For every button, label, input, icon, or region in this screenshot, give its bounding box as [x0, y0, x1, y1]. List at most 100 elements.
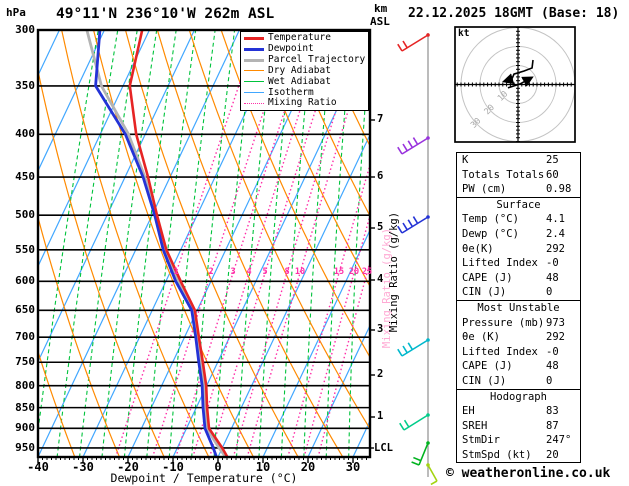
- mixing-ratio-label: 5: [262, 267, 268, 277]
- info-row-label: θe (K): [462, 331, 500, 344]
- info-row-label: CAPE (J): [462, 360, 513, 373]
- temperature-tick-label: 10: [255, 460, 271, 474]
- temperature-tick-label: -40: [27, 460, 49, 474]
- pressure-tick-label: 550: [15, 242, 35, 256]
- pressure-tick-label: 750: [15, 355, 35, 369]
- info-row-value: 973: [546, 316, 565, 329]
- wind-barb: [411, 441, 430, 466]
- info-section: K 25 Totals Totals 60 PW (cm) 0.98: [457, 153, 580, 197]
- temperature-tick-label: 20: [300, 460, 316, 474]
- legend-item-label: Dewpoint: [268, 43, 314, 55]
- info-row-label: EH: [462, 405, 475, 418]
- info-row-value: 60: [546, 168, 559, 181]
- credit-text: © weatheronline.co.uk: [446, 466, 611, 481]
- info-row: θe(K) 292: [457, 242, 580, 257]
- info-row: Pressure (mb) 973: [457, 316, 580, 331]
- info-row-label: Totals Totals: [462, 168, 545, 181]
- x-axis-title: Dewpoint / Temperature (°C): [110, 471, 298, 485]
- pressure-tick-label: 800: [15, 378, 35, 392]
- km-tick-label: 6: [377, 170, 384, 182]
- info-row: Totals Totals 60: [457, 168, 580, 183]
- legend-item-label: Dry Adiabat: [268, 64, 331, 76]
- pressure-tick-label: 650: [15, 303, 35, 317]
- temperature-tick-label: 0: [214, 460, 222, 474]
- info-row: CAPE (J) 48: [457, 271, 580, 286]
- info-section-header: Most Unstable: [477, 301, 560, 314]
- info-row-value: 292: [546, 331, 565, 344]
- plot-border: [36, 28, 372, 459]
- pressure-unit-label: hPa: [6, 6, 26, 19]
- info-row: PW (cm) 0.98: [457, 182, 580, 197]
- mixing-ratio-label: 8: [284, 267, 290, 277]
- sounding-curves: [85, 30, 229, 457]
- info-row-label: Dewp (°C): [462, 227, 519, 240]
- hodograph-trace: [507, 76, 534, 89]
- info-row-label: Lifted Index: [462, 345, 538, 358]
- km-tick-label: 5: [377, 221, 384, 233]
- km-tick-label: 2: [377, 368, 384, 380]
- info-row-label: StmDir: [462, 434, 500, 447]
- info-row-value: -0: [546, 345, 559, 358]
- info-row-value: 4.1: [546, 213, 565, 226]
- info-section: Most Unstable Pressure (mb) 973 θe (K) 292 Li…: [457, 299, 580, 389]
- legend-item: Isotherm: [241, 86, 368, 98]
- info-row: Temp (°C) 4.1: [457, 212, 580, 227]
- legend-item-label: Wet Adiabat: [268, 75, 331, 87]
- km-tick-label: 1: [377, 410, 384, 422]
- info-row-value: 0: [546, 286, 553, 299]
- temperature-tick-label: -20: [117, 460, 139, 474]
- wind-barb: [399, 413, 430, 431]
- pressure-tick-label: 700: [15, 330, 35, 344]
- mixing-ratio-label: 15: [333, 267, 345, 277]
- info-row-value: 48: [546, 271, 559, 284]
- pressure-tick-label: 450: [15, 170, 35, 184]
- km-tick-label: 4: [377, 273, 384, 285]
- legend-line-sample: [244, 70, 264, 72]
- info-row-label: SREH: [462, 419, 488, 432]
- info-row-label: CAPE (J): [462, 271, 513, 284]
- wind-barb: [397, 215, 430, 234]
- info-row-label: Temp (°C): [462, 213, 519, 226]
- km-tick-label: 3: [377, 323, 384, 335]
- legend-item: Parcel Trajectory: [241, 55, 368, 65]
- info-section-header: Surface: [496, 198, 541, 211]
- info-row-label: Pressure (mb): [462, 316, 545, 329]
- mixing-ratio-label: 3: [230, 267, 236, 277]
- info-panel: K 25 Totals Totals 60 PW (cm) 0.98 Surface Temp…: [456, 152, 581, 464]
- info-row-value: 25: [546, 154, 559, 166]
- info-row-label: Lifted Index: [462, 257, 538, 270]
- temperature-curve: [128, 30, 229, 457]
- mixing-axis-title: Mixing Ratio (g/kg): [388, 211, 400, 333]
- temperature-tick-label: 30: [345, 460, 361, 474]
- dewpoint-curve: [94, 30, 218, 457]
- wind-barb: [397, 136, 430, 155]
- info-row-value: 292: [546, 242, 565, 255]
- info-section: Hodograph EH 83 SREH 87 StmDir 247° StmSpd (kt)…: [457, 388, 580, 463]
- legend-item: Wet Adiabat: [241, 75, 368, 87]
- mixing-ratio-label: 25: [361, 267, 373, 277]
- legend-line-sample: [244, 102, 264, 104]
- legend-item: Temperature: [241, 33, 368, 43]
- mixing-ratio-label: 1: [173, 267, 179, 277]
- pressure-tick-label: 300: [15, 23, 35, 36]
- pressure-tick-label: 500: [15, 208, 35, 222]
- wet-adiabat-lines: [38, 30, 370, 457]
- km-tick-label: 7: [377, 113, 384, 125]
- info-row: Dewp (°C) 2.4: [457, 227, 580, 242]
- info-row-value: 2.4: [546, 227, 565, 240]
- info-row: θe (K) 292: [457, 330, 580, 345]
- info-row: K 25: [457, 153, 580, 168]
- hodograph-unit-label: kt: [458, 28, 470, 39]
- km-unit-label: km: [374, 2, 388, 15]
- info-row-label: θe(K): [462, 242, 494, 255]
- legend-item: Mixing Ratio: [241, 98, 368, 108]
- legend: Temperature Dewpoint Parcel Trajectory Dry …: [240, 31, 369, 111]
- wind-barb: [397, 33, 430, 52]
- legend-line-sample: [244, 81, 264, 83]
- info-row-value: 247°: [546, 434, 572, 447]
- hodograph-border: [454, 26, 576, 143]
- asl-unit-label: ASL: [370, 15, 390, 28]
- legend-item-label: Isotherm: [268, 86, 314, 98]
- legend-item: Dry Adiabat: [241, 64, 368, 76]
